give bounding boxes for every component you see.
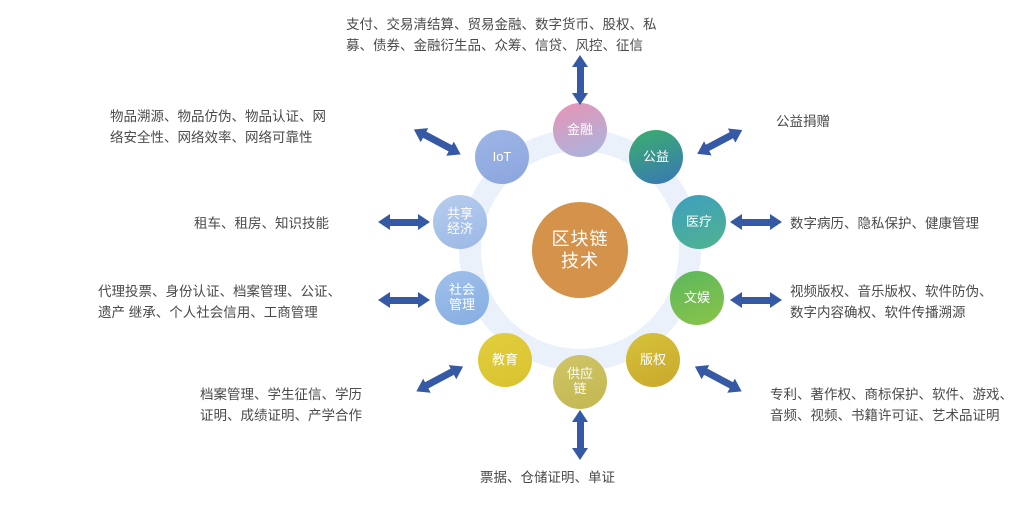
desc-supply: 票据、仓储证明、单证 <box>480 468 615 489</box>
node-label-entertainment: 文娱 <box>684 291 710 306</box>
desc-sharing: 租车、租房、知识技能 <box>194 214 329 235</box>
diagram-stage: 区块链 技术 金融 支付、交易清结算、贸易金融、数字货币、股权、私 募、债券、金融衍… <box>0 0 1024 518</box>
arrow-sharing <box>388 219 420 226</box>
arrow-entertainment <box>740 297 772 304</box>
desc-copyright: 专利、著作权、商标保护、软件、游戏、 音频、视频、书籍许可证、艺术品证明 <box>770 385 1013 427</box>
desc-charity: 公益捐赠 <box>776 112 830 133</box>
desc-medical: 数字病历、隐私保护、健康管理 <box>790 214 979 235</box>
node-label-copyright: 版权 <box>640 353 666 368</box>
hub-center: 区块链 技术 <box>532 202 628 298</box>
node-label-charity: 公益 <box>643 150 669 165</box>
arrow-education <box>423 367 455 389</box>
node-supply: 供应 链 <box>553 355 607 409</box>
node-finance: 金融 <box>553 103 607 157</box>
node-label-sharing: 共享 经济 <box>447 207 473 237</box>
node-medical: 医疗 <box>672 195 726 249</box>
desc-entertainment: 视频版权、音乐版权、软件防伪、 数字内容确权、软件传播溯源 <box>790 282 993 324</box>
desc-iot: 物品溯源、物品仿伪、物品认证、网 络安全性、网络效率、网络可靠性 <box>110 107 326 149</box>
arrow-medical <box>740 219 772 226</box>
node-label-iot: IoT <box>493 150 512 165</box>
node-charity: 公益 <box>629 130 683 184</box>
node-label-medical: 医疗 <box>686 215 712 230</box>
node-label-education: 教育 <box>492 353 518 368</box>
node-sharing: 共享 经济 <box>433 195 487 249</box>
node-entertainment: 文娱 <box>670 271 724 325</box>
node-label-supply: 供应 链 <box>567 367 593 397</box>
desc-finance: 支付、交易清结算、贸易金融、数字货币、股权、私 募、债券、金融衍生品、众筹、信贷… <box>346 15 657 57</box>
node-label-finance: 金融 <box>567 123 593 138</box>
hub-label: 区块链 技术 <box>552 228 609 273</box>
arrow-iot <box>421 130 453 152</box>
arrow-supply <box>577 420 584 450</box>
desc-education: 档案管理、学生征信、学历 证明、成绩证明、产学合作 <box>200 385 362 427</box>
arrow-charity <box>704 131 735 152</box>
desc-social: 代理投票、身份认证、档案管理、公证、 遗产 继承、个人社会信用、工商管理 <box>98 282 341 324</box>
arrow-copyright <box>702 367 734 389</box>
node-education: 教育 <box>478 333 532 387</box>
arrow-finance <box>577 65 584 95</box>
node-label-social: 社会 管理 <box>449 283 475 313</box>
node-social: 社会 管理 <box>435 271 489 325</box>
arrow-social <box>388 297 420 304</box>
node-iot: IoT <box>475 130 529 184</box>
node-copyright: 版权 <box>626 333 680 387</box>
